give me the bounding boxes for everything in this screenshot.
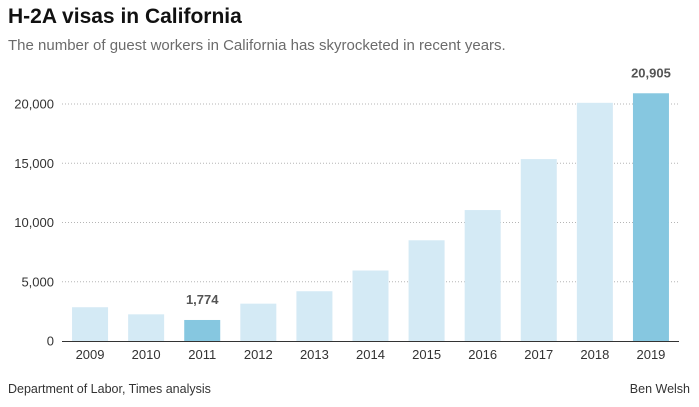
chart-title: H-2A visas in California bbox=[8, 5, 242, 28]
data-label-2011: 1,774 bbox=[186, 292, 219, 307]
bar-chart: 0 5,000 10,000 15,000 20,000 2009 2010 2011 1,77… bbox=[14, 65, 679, 362]
bar-2017 bbox=[520, 159, 557, 341]
bar-2013 bbox=[296, 291, 333, 341]
x-tick-label: 2018 bbox=[580, 347, 609, 362]
x-tick-label: 2012 bbox=[244, 347, 273, 362]
source-note: Department of Labor, Times analysis bbox=[8, 382, 211, 396]
x-tick-label: 2010 bbox=[132, 347, 161, 362]
y-tick-label: 10,000 bbox=[14, 215, 54, 230]
bar-2014 bbox=[352, 270, 389, 341]
bar-2012 bbox=[240, 303, 277, 341]
bar-2015 bbox=[408, 240, 445, 341]
chart-subtitle: The number of guest workers in Californi… bbox=[8, 37, 506, 54]
x-tick-label: 2011 bbox=[188, 347, 216, 362]
bar-2018 bbox=[576, 102, 613, 341]
bar-2010 bbox=[128, 314, 165, 341]
x-tick-label: 2017 bbox=[524, 347, 553, 362]
x-tick-label: 2013 bbox=[300, 347, 329, 362]
y-tick-label: 20,000 bbox=[14, 97, 54, 112]
x-tick-label: 2009 bbox=[76, 347, 105, 362]
data-label-2019: 20,905 bbox=[631, 65, 671, 80]
x-tick-label: 2015 bbox=[412, 347, 441, 362]
y-tick-label: 5,000 bbox=[21, 274, 54, 289]
bar-2016 bbox=[464, 210, 501, 341]
x-tick-label: 2016 bbox=[468, 347, 497, 362]
byline: Ben Welsh bbox=[629, 382, 690, 396]
bar-2009 bbox=[72, 307, 109, 341]
x-tick-label: 2019 bbox=[636, 347, 665, 362]
y-tick-label: 0 bbox=[47, 334, 54, 349]
y-tick-label: 15,000 bbox=[14, 156, 54, 171]
bar-2011 bbox=[184, 319, 221, 341]
bar-2019 bbox=[632, 93, 669, 341]
x-tick-label: 2014 bbox=[356, 347, 385, 362]
